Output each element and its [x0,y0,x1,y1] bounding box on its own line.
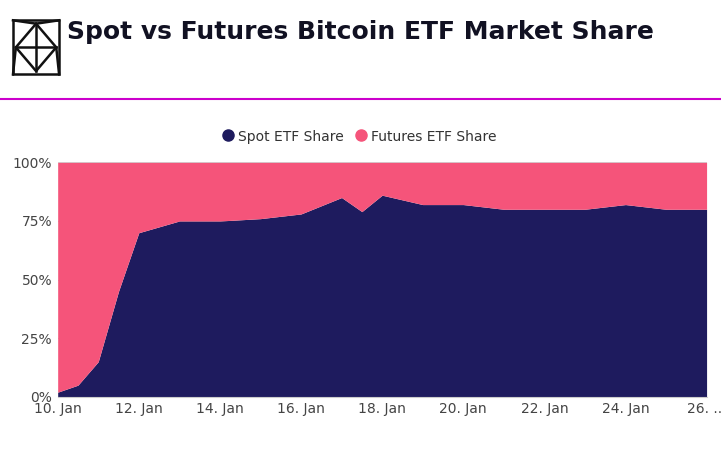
Text: Spot vs Futures Bitcoin ETF Market Share: Spot vs Futures Bitcoin ETF Market Share [67,19,654,44]
Legend: Spot ETF Share, Futures ETF Share: Spot ETF Share, Futures ETF Share [218,124,503,149]
